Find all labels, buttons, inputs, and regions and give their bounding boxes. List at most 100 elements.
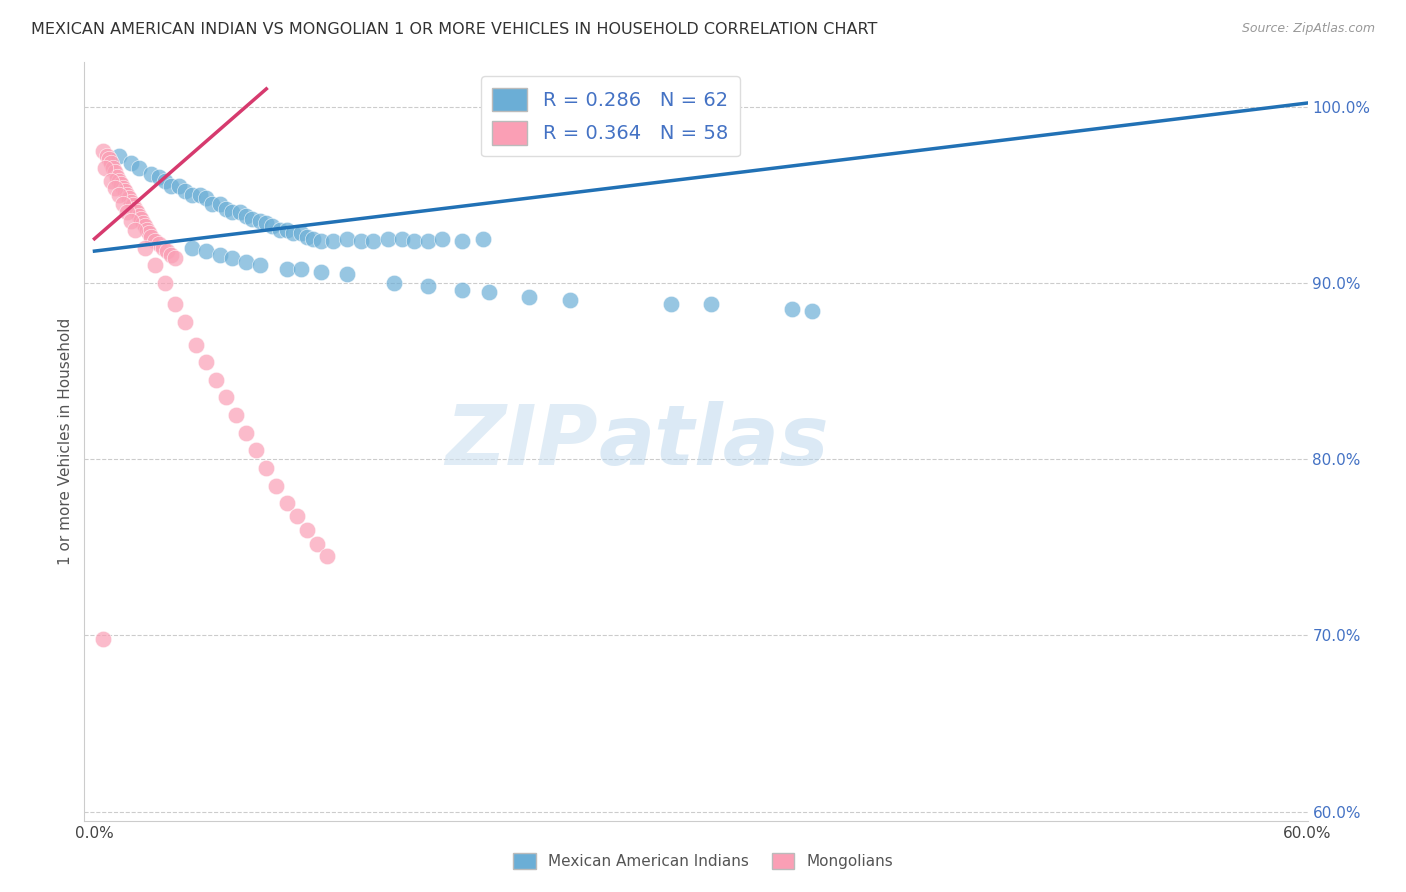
Point [96, 149, 118, 163]
Point [143, 258, 166, 272]
Point [309, 234, 332, 248]
Point [780, 302, 803, 317]
Point [100, 156, 122, 170]
Point [104, 180, 127, 194]
Y-axis label: 1 or more Vehicles in Household: 1 or more Vehicles in Household [58, 318, 73, 566]
Point [416, 234, 439, 248]
Point [114, 184, 136, 198]
Point [169, 178, 191, 193]
Point [363, 234, 385, 248]
Point [215, 202, 238, 216]
Point [201, 196, 224, 211]
Point [235, 254, 257, 268]
Point [254, 216, 277, 230]
Text: Source: ZipAtlas.com: Source: ZipAtlas.com [1241, 22, 1375, 36]
Point [111, 196, 134, 211]
Point [118, 191, 141, 205]
Point [391, 232, 413, 246]
Point [266, 478, 288, 492]
Point [204, 373, 226, 387]
Point [194, 191, 217, 205]
Point [276, 261, 298, 276]
Point [120, 194, 142, 209]
Point [101, 161, 124, 176]
Point [125, 205, 148, 219]
Legend: Mexican American Indians, Mongolians: Mexican American Indians, Mongolians [506, 847, 900, 875]
Point [115, 187, 138, 202]
Point [322, 234, 344, 248]
Point [194, 244, 217, 259]
Point [184, 337, 207, 351]
Point [269, 223, 291, 237]
Point [180, 187, 202, 202]
Point [316, 549, 339, 563]
Point [91, 144, 114, 158]
Point [478, 285, 501, 299]
Point [91, 632, 114, 646]
Point [156, 244, 179, 259]
Point [120, 214, 142, 228]
Point [432, 232, 454, 246]
Point [138, 227, 160, 241]
Point [143, 234, 166, 248]
Point [180, 241, 202, 255]
Point [225, 408, 247, 422]
Text: atlas: atlas [598, 401, 828, 482]
Point [416, 279, 439, 293]
Point [276, 223, 298, 237]
Point [471, 232, 494, 246]
Point [249, 214, 271, 228]
Point [402, 234, 425, 248]
Point [122, 198, 145, 212]
Point [240, 212, 263, 227]
Point [194, 355, 217, 369]
Point [139, 230, 162, 244]
Point [221, 251, 243, 265]
Point [290, 261, 312, 276]
Point [136, 223, 159, 237]
Point [215, 391, 238, 405]
Point [305, 537, 328, 551]
Point [107, 173, 129, 187]
Point [229, 205, 252, 219]
Point [221, 205, 243, 219]
Point [129, 212, 152, 227]
Point [174, 315, 197, 329]
Point [132, 216, 155, 230]
Point [93, 161, 115, 176]
Point [165, 251, 187, 265]
Point [558, 293, 581, 308]
Point [208, 196, 231, 211]
Point [160, 247, 183, 261]
Point [124, 223, 146, 237]
Point [235, 209, 257, 223]
Point [97, 153, 120, 167]
Point [165, 297, 187, 311]
Point [155, 276, 177, 290]
Point [517, 290, 540, 304]
Point [155, 173, 177, 187]
Legend: R = 0.286   N = 62, R = 0.364   N = 58: R = 0.286 N = 62, R = 0.364 N = 58 [481, 76, 740, 156]
Point [115, 205, 138, 219]
Point [128, 161, 150, 176]
Point [134, 241, 156, 255]
Point [281, 227, 304, 241]
Point [160, 178, 183, 193]
Point [104, 165, 127, 179]
Point [107, 149, 129, 163]
Point [295, 230, 318, 244]
Point [295, 523, 318, 537]
Point [382, 276, 405, 290]
Text: ZIP: ZIP [446, 401, 598, 482]
Point [451, 283, 474, 297]
Point [148, 169, 170, 184]
Point [120, 156, 142, 170]
Point [188, 187, 211, 202]
Point [254, 461, 277, 475]
Point [377, 232, 399, 246]
Point [309, 265, 332, 279]
Point [801, 304, 824, 318]
Point [128, 209, 150, 223]
Point [659, 297, 682, 311]
Point [285, 508, 308, 523]
